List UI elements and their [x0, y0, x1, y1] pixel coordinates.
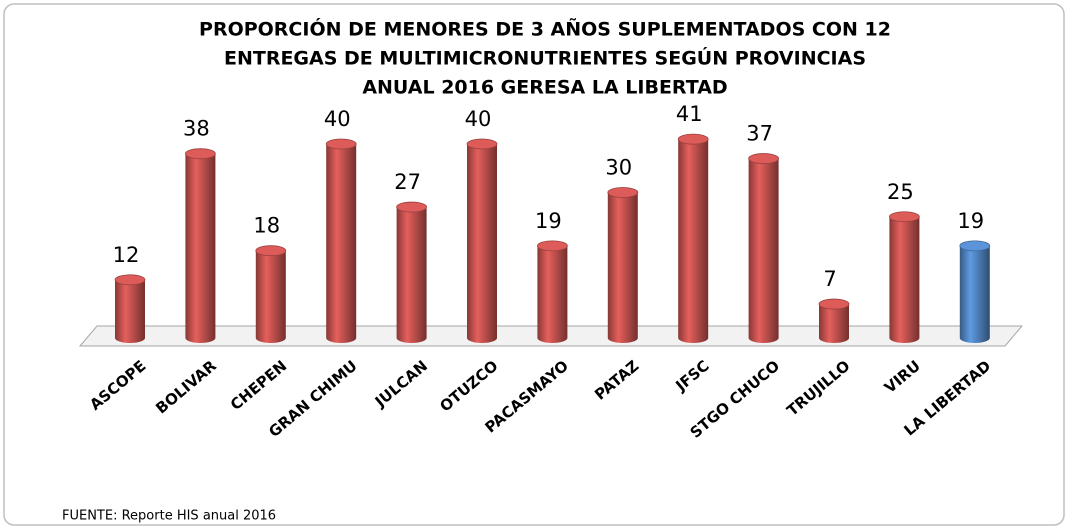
value-label: 18 — [253, 214, 280, 238]
bar — [325, 138, 357, 343]
value-label: 40 — [324, 107, 351, 131]
value-label: 12 — [113, 243, 140, 267]
bar-body — [819, 304, 849, 343]
value-label: 41 — [676, 102, 703, 126]
value-label: 19 — [535, 209, 562, 233]
value-label: 38 — [183, 117, 210, 141]
bar-top — [396, 201, 428, 213]
value-label: 30 — [605, 156, 632, 180]
bar-top — [607, 187, 639, 198]
bar — [184, 148, 216, 343]
bar-top — [466, 138, 498, 150]
bar-top — [537, 240, 568, 252]
bar-top — [184, 148, 216, 160]
bar-top — [255, 245, 287, 257]
chart-frame — [3, 3, 1065, 526]
bar — [959, 240, 991, 343]
bar — [114, 274, 146, 343]
chart-title: ENTREGAS DE MULTIMICRONUTRIENTES SEGÚN P… — [224, 46, 866, 70]
bar-body — [959, 245, 990, 343]
bar-body — [889, 216, 920, 343]
value-label: 25 — [887, 180, 914, 204]
value-label: 19 — [957, 209, 984, 233]
bar-body — [396, 207, 427, 343]
chart-title: PROPORCIÓN DE MENORES DE 3 AÑOS SUPLEMEN… — [199, 17, 891, 41]
bar-top — [325, 138, 357, 150]
bar-body — [255, 250, 286, 343]
bar — [677, 133, 709, 343]
bar-body — [326, 144, 357, 343]
bar-body — [748, 158, 779, 343]
bar — [466, 138, 498, 343]
bar — [607, 187, 639, 343]
bar-body — [467, 144, 497, 343]
bar — [818, 298, 850, 343]
bar-body — [115, 279, 145, 343]
bar-top — [818, 298, 850, 310]
bar-body — [185, 153, 216, 343]
bar-top — [114, 274, 146, 286]
source-note: FUENTE: Reporte HIS anual 2016 — [62, 509, 276, 524]
value-label: 27 — [394, 170, 421, 194]
value-label: 37 — [746, 122, 773, 146]
bar — [396, 201, 428, 343]
bar — [537, 240, 568, 343]
bar-top — [889, 211, 920, 223]
value-label: 7 — [823, 267, 836, 291]
bar-top — [959, 240, 991, 252]
bar-top — [677, 133, 709, 145]
bar-body — [607, 192, 638, 343]
chart-title: ANUAL 2016 GERESA LA LIBERTAD — [362, 77, 727, 99]
bar — [255, 245, 287, 343]
bar-top — [748, 153, 779, 164]
bar — [748, 153, 779, 343]
bar-body — [537, 245, 568, 343]
value-label: 40 — [465, 107, 492, 131]
bar — [889, 211, 920, 343]
bar-body — [678, 139, 709, 343]
